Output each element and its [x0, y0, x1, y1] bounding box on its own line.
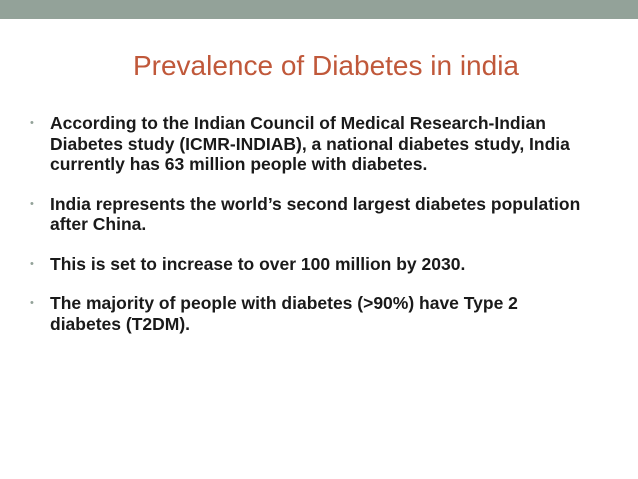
bullet-marker-icon: •	[30, 297, 34, 309]
bullet-item: • According to the Indian Council of Med…	[30, 113, 610, 175]
slide-title: Prevalence of Diabetes in india	[132, 50, 519, 81]
bullet-text: This is set to increase to over 100 mill…	[50, 253, 466, 274]
bullet-marker-icon: •	[30, 117, 34, 129]
top-accent-bar	[0, 0, 638, 19]
bullet-text: According to the Indian Council of Medic…	[50, 113, 570, 174]
bullet-item: • The majority of people with diabetes (…	[30, 293, 570, 334]
bullet-item: • India represents the world’s second la…	[30, 194, 610, 235]
bullet-list: • According to the Indian Council of Med…	[30, 113, 610, 334]
bullet-marker-icon: •	[30, 257, 34, 270]
bullet-item: • This is set to increase to over 100 mi…	[30, 254, 610, 275]
bullet-text: The majority of people with diabetes (>9…	[50, 293, 518, 334]
bullet-marker-icon: •	[30, 197, 34, 210]
bullet-text: India represents the world’s second larg…	[50, 193, 581, 235]
